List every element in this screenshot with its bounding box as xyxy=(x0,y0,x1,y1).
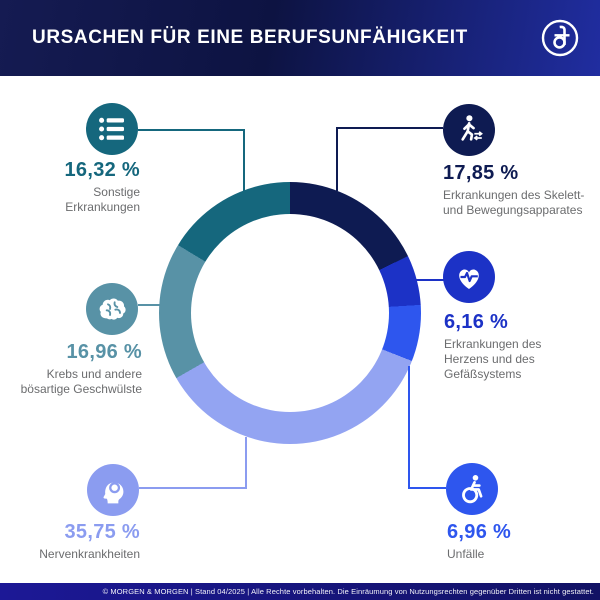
percent-value: 6,96 % xyxy=(447,521,512,543)
connector-line-sonstige xyxy=(243,129,245,191)
connector-line-nerven xyxy=(139,487,247,489)
segment-label: Erkrankungen des Skelett-und Bewegungsap… xyxy=(443,188,585,217)
copyright-text: © MORGEN & MORGEN | Stand 04/2025 | Alle… xyxy=(102,587,594,596)
page-title: Ursachen für eine Berufsunfähigkeit xyxy=(32,27,468,48)
footer-bar: © MORGEN & MORGEN | Stand 04/2025 | Alle… xyxy=(0,583,600,600)
connector-line-skelett xyxy=(336,127,338,191)
wheelchair-user-icon xyxy=(446,463,498,515)
callout-sonstige: 16,32 % Sonstige Erkrankungen xyxy=(10,159,141,215)
callout-skelett: 17,85 % Erkrankungen des Skelett-und Bew… xyxy=(443,162,600,218)
list-icon xyxy=(86,103,138,155)
connector-line-krebs xyxy=(138,304,161,306)
connector-line-unfaelle xyxy=(408,366,410,489)
percent-value: 17,85 % xyxy=(443,162,519,184)
callout-nerven: 35,75 % Nervenkrankheiten xyxy=(0,521,140,562)
segment-label: Krebs und andere bösartige Geschwülste xyxy=(20,367,142,396)
connector-line-nerven xyxy=(245,437,247,489)
segment-label: Sonstige Erkrankungen xyxy=(65,185,140,214)
heart-pulse-icon xyxy=(443,251,495,303)
donut-chart-hole xyxy=(191,214,389,412)
callout-krebs: 16,96 % Krebs und andere bösartige Geschw… xyxy=(10,341,142,397)
percent-value: 35,75 % xyxy=(64,521,140,543)
segment-label: Erkrankungen des Herzens und des Gefäßsyst… xyxy=(444,337,542,381)
connector-line-unfaelle xyxy=(408,487,446,489)
callout-herz: 6,16 % Erkrankungen des Herzens und des Ge… xyxy=(444,311,584,382)
percent-value: 16,32 % xyxy=(64,159,140,181)
callout-unfaelle: 6,96 % Unfälle xyxy=(447,521,567,562)
segment-label: Unfälle xyxy=(447,547,485,561)
percent-value: 6,16 % xyxy=(444,311,509,333)
connector-line-skelett xyxy=(336,127,443,129)
segment-label: Nervenkrankheiten xyxy=(39,547,140,561)
header-bar: Ursachen für eine Berufsunfähigkeit xyxy=(0,0,600,76)
head-profile-icon xyxy=(87,464,139,516)
percent-value: 16,96 % xyxy=(66,341,142,363)
connector-line-herz xyxy=(415,279,444,281)
brand-logo-icon xyxy=(541,19,579,57)
walking-person-icon xyxy=(443,104,495,156)
connector-line-sonstige xyxy=(138,129,245,131)
brain-icon xyxy=(86,283,138,335)
